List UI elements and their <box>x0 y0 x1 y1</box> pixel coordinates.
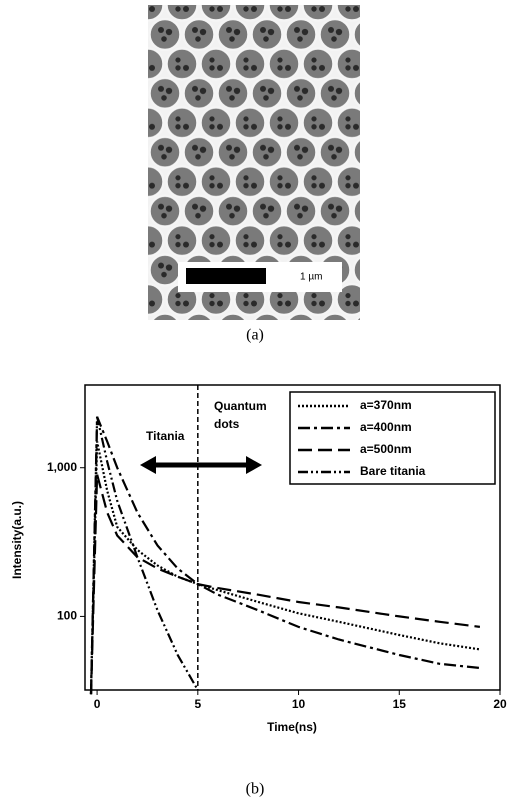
annotation: dots <box>214 417 240 431</box>
annotation: Titania <box>146 429 185 443</box>
x-tick-label: 10 <box>292 697 306 711</box>
annotation: Quantum <box>214 399 267 413</box>
plot-frame <box>84 384 501 691</box>
y-tick-label: 1,000 <box>47 460 77 474</box>
y-axis-label: Intensity(a.u.) <box>10 501 24 579</box>
y-tick-label: 100 <box>57 609 77 623</box>
scale-bar-label: 1 µm <box>300 272 322 283</box>
legend-label: a=370nm <box>360 398 412 412</box>
legend-box <box>289 391 496 485</box>
caption: (a) <box>246 327 264 344</box>
x-axis-label: Time(ns) <box>267 720 317 734</box>
caption: (b) <box>246 781 265 798</box>
scale-bar <box>186 268 266 284</box>
x-tick-label: 20 <box>493 697 507 711</box>
legend-label: Bare titania <box>360 464 426 478</box>
x-tick-label: 15 <box>393 697 407 711</box>
legend-label: a=500nm <box>360 442 412 456</box>
x-tick-label: 5 <box>194 697 201 711</box>
legend-label: a=400nm <box>360 420 412 434</box>
arrow <box>140 456 262 474</box>
series-line <box>89 416 199 695</box>
series-line <box>89 474 481 695</box>
x-tick-label: 0 <box>94 697 101 711</box>
